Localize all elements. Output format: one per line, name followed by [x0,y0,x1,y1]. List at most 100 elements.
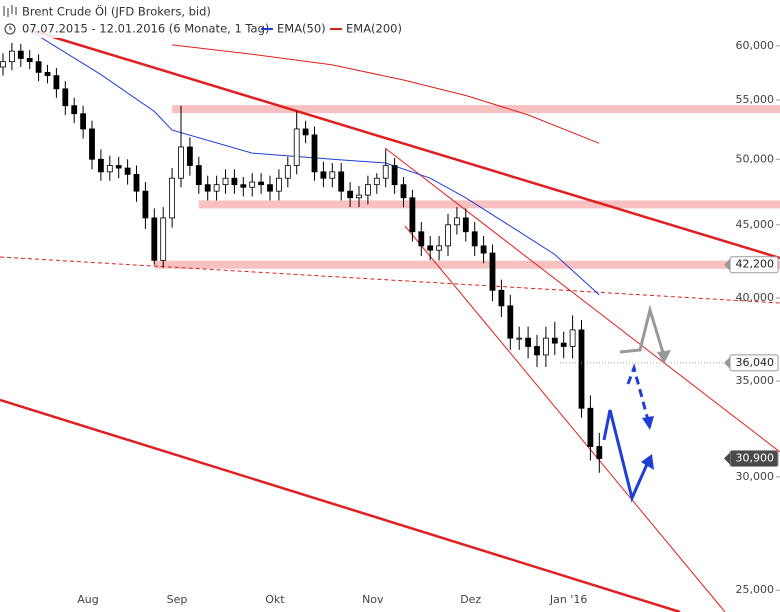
candle-body [169,177,176,219]
price-marker-tip [724,356,730,369]
candle-body [213,184,220,192]
candle-body [71,105,78,115]
header: Brent Crude Öl (JFD Brokers, bid) 07.07.… [0,0,420,38]
ema-line [172,44,600,144]
candle-body [311,134,318,173]
arrows [602,304,671,503]
candle-body [53,75,60,90]
candle-body [231,177,238,186]
candle-body [373,177,380,186]
candle-body [302,128,309,136]
candle-body [186,146,193,166]
indicator-lines [29,30,600,296]
candle-body [436,245,443,251]
candle-body [347,190,354,199]
legend-label: EMA(200) [346,22,402,36]
candle-body [507,305,514,339]
candle-body [35,61,42,73]
candle-body [44,71,51,77]
candle-body [89,128,95,160]
chart-icon [3,5,17,17]
chart-subtitle: 07.07.2015 - 12.01.2016 (6 Monate, 1 Tag… [22,22,269,36]
clock-icon [4,23,16,35]
x-tick-label: Okt [265,593,285,606]
candle-body [409,197,416,233]
candle-body [195,165,202,186]
candles [0,42,603,473]
x-tick-label: Sep [167,593,188,606]
price-markers: 42,200 36,040 30,900 [560,256,779,468]
support-zone [172,105,780,114]
candle-body [356,194,362,199]
candle-body [462,217,469,233]
price-marker-tip [724,452,730,465]
y-tick-label: 55,000 [736,93,775,106]
trend-line [384,147,780,453]
candle-body [98,158,104,173]
x-tick-label: Dez [460,593,481,606]
candle-body [26,58,33,63]
axis: 25,000 30,000 35,000 40,000 45,000 50,000 55,0… [77,39,780,606]
y-tick-label: 25,000 [736,583,775,596]
trend-lines [0,28,780,612]
candle-body [275,177,282,192]
y-tick-label: 30,000 [736,470,775,483]
candle-body [364,184,371,196]
candle-body [418,231,425,247]
clock-hand [9,26,12,30]
candle-body [284,165,291,179]
candle-body [382,165,389,179]
candle-body [62,88,69,107]
trend-line [0,256,780,304]
price-marker-label: 36,040 [736,356,775,369]
candle-body [124,167,131,175]
ema-line [29,30,600,296]
legend-label: EMA(50) [277,22,326,36]
candle-body [0,61,6,68]
candle-body [142,190,149,219]
candle-body [258,181,265,186]
candle-body [525,337,531,347]
candle-body [534,346,540,356]
arrow-head [642,416,654,430]
x-tick-label: Aug [77,593,98,606]
candle-body [17,50,24,59]
arrow [619,304,666,357]
trend-line [29,28,780,260]
candle-body [551,337,558,344]
y-tick-label: 60,000 [736,39,775,52]
chart-title: Brent Crude Öl (JFD Brokers, bid) [22,3,211,19]
candle-body [133,173,140,192]
candle-body [338,171,345,192]
candle-body [249,181,256,188]
candle-body [391,165,398,186]
candle-body [427,245,434,251]
x-tick-label: Jan '16 [549,593,587,606]
candle-body [489,252,496,291]
trend-line [404,225,726,612]
arrow [602,409,650,503]
candle-body [400,184,407,199]
candle-body [516,337,523,340]
candle-body [453,217,460,226]
price-marker-tip [724,258,730,271]
arrow [626,363,650,421]
candle-body [151,217,158,261]
arrow-head [657,350,671,364]
y-tick-label: 40,000 [736,291,775,304]
candle-body [329,171,336,179]
candle-body [480,245,487,254]
candle-body [240,184,247,188]
candle-body [596,446,603,459]
candle-body [80,113,86,130]
candle-body [293,128,300,166]
price-marker-label: 42,200 [736,258,775,271]
candle-body [204,184,211,192]
candle-body [587,407,594,447]
candle-body [115,165,122,169]
candle-body [160,217,167,261]
trend-line [0,398,681,612]
zones [154,105,780,269]
